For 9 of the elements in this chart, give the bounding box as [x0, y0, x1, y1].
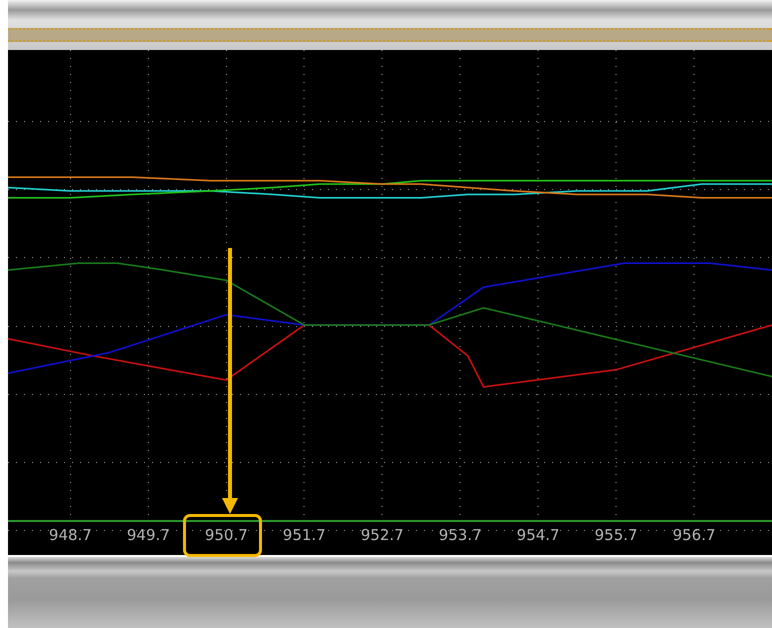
x-tick-label: 953.7	[438, 526, 482, 544]
x-tick-label: 951.7	[282, 526, 326, 544]
x-tick-label: 950.7	[204, 526, 248, 544]
x-tick-label: 954.7	[516, 526, 560, 544]
x-tick-label: 948.7	[48, 526, 92, 544]
x-tick-label: 952.7	[360, 526, 404, 544]
x-tick-label: 955.7	[594, 526, 638, 544]
x-tick-label: 949.7	[126, 526, 170, 544]
x-tick-label: 956.7	[672, 526, 716, 544]
